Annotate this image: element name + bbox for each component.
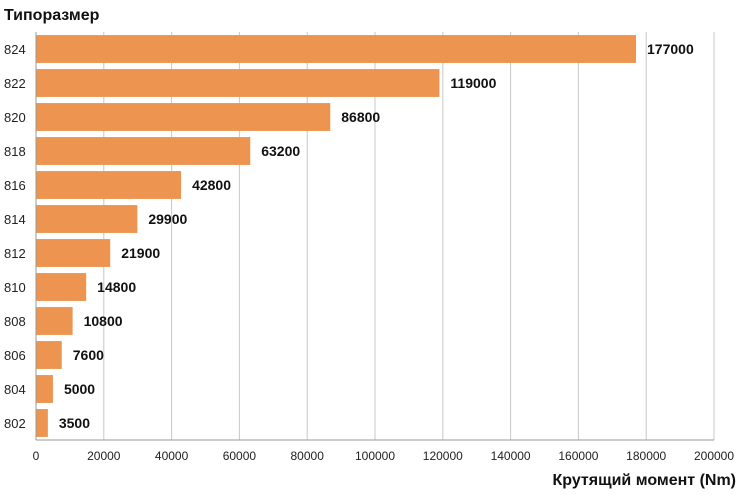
bar [36, 137, 251, 165]
value-label: 86800 [341, 109, 380, 125]
bar [36, 239, 111, 267]
value-label: 5000 [64, 381, 95, 397]
x-tick-label: 80000 [291, 449, 325, 463]
x-tick-label: 100000 [355, 449, 395, 463]
value-label: 177000 [647, 41, 694, 57]
category-label: 816 [4, 178, 26, 193]
category-label: 820 [4, 110, 26, 125]
value-label: 21900 [121, 245, 160, 261]
x-tick-label: 140000 [491, 449, 531, 463]
x-tick-label: 0 [33, 449, 40, 463]
category-label: 802 [4, 416, 26, 431]
bar [36, 375, 53, 403]
x-tick-label: 120000 [423, 449, 463, 463]
bar [36, 307, 73, 335]
y-axis-title: Типоразмер [4, 7, 100, 24]
bar [36, 409, 48, 437]
bar [36, 171, 182, 199]
bar [36, 103, 331, 131]
value-label: 29900 [148, 211, 187, 227]
bars [36, 35, 637, 437]
bar [36, 341, 62, 369]
bar [36, 273, 87, 301]
value-label: 119000 [450, 75, 496, 91]
x-tick-label: 160000 [558, 449, 598, 463]
x-tick-label: 20000 [87, 449, 121, 463]
value-label: 63200 [261, 143, 300, 159]
bar [36, 35, 637, 63]
x-tick-label: 60000 [223, 449, 257, 463]
x-axis-title: Крутящий момент (Nm) [552, 472, 736, 489]
category-label: 818 [4, 144, 26, 159]
grid-lines [103, 32, 715, 440]
value-label: 10800 [84, 313, 123, 329]
x-tick-label: 180000 [626, 449, 666, 463]
category-label: 810 [4, 280, 26, 295]
category-label: 812 [4, 246, 26, 261]
x-tick-label: 40000 [155, 449, 189, 463]
value-label: 14800 [97, 279, 136, 295]
value-label: 42800 [192, 177, 231, 193]
category-label: 824 [4, 42, 26, 57]
axes [35, 32, 714, 441]
labels: 0 20000 40000 60000 80000 100000 120000 140000 1… [4, 41, 734, 463]
category-label: 808 [4, 314, 26, 329]
value-label: 3500 [59, 415, 90, 431]
category-label: 814 [4, 212, 26, 227]
category-label: 806 [4, 348, 26, 363]
bar [36, 69, 440, 97]
category-label: 822 [4, 76, 26, 91]
category-label: 804 [4, 382, 26, 397]
value-label: 7600 [73, 347, 104, 363]
bar [36, 205, 138, 233]
x-tick-label: 200000 [694, 449, 734, 463]
